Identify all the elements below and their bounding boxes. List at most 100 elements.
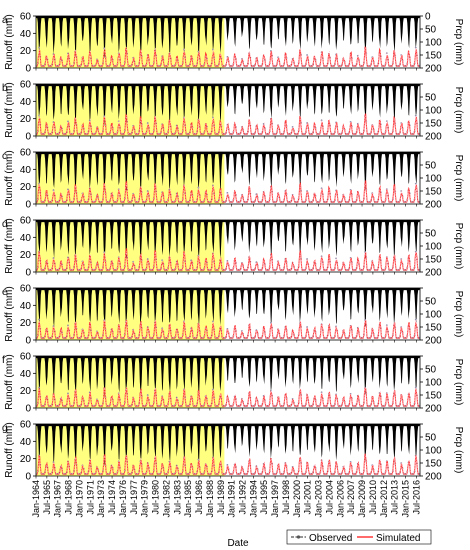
x-tick-label: Jul-1980	[151, 480, 161, 515]
precipitation-bars	[36, 220, 420, 261]
right-axis-title: Prcp (mm)	[453, 291, 464, 338]
right-tick-label: 50	[425, 433, 437, 444]
x-tick-label: Jan-1991	[227, 480, 237, 518]
right-tick-label: 50	[425, 365, 437, 376]
right-tick-label: 100	[425, 242, 442, 253]
left-tick-label: 60	[20, 284, 32, 295]
observed-point	[52, 461, 55, 463]
x-tick-label: Jul-2007	[346, 480, 356, 515]
left-tick-label: 20	[20, 250, 32, 261]
precipitation-bars	[36, 424, 420, 467]
panel-letter: f	[2, 355, 5, 366]
x-tick-label: Jan-1979	[140, 480, 150, 518]
observed-runoff-line	[36, 114, 420, 135]
panel-letter: a	[2, 15, 8, 26]
panel-letter: e	[2, 287, 8, 298]
right-tick-label: 100	[425, 38, 442, 49]
calibration-shading	[36, 84, 225, 136]
right-axis-title: Prcp (mm)	[453, 359, 464, 406]
right-axis-title: Prcp (mm)	[453, 19, 464, 66]
x-tick-label: Jan-1970	[74, 480, 84, 518]
right-tick-label: 50	[425, 93, 437, 104]
left-tick-label: 40	[20, 29, 32, 40]
x-tick-label: Jan-2012	[379, 480, 389, 518]
calibration-shading	[36, 356, 225, 408]
right-tick-label: 200	[425, 472, 442, 483]
observed-point	[414, 386, 417, 389]
left-tick-label: 0	[25, 132, 31, 143]
left-tick-label: 20	[20, 386, 32, 397]
left-tick-label: 40	[20, 97, 32, 108]
right-tick-label: 200	[425, 200, 442, 211]
right-tick-label: 50	[425, 25, 437, 36]
right-axis-title: Prcp (mm)	[453, 155, 464, 202]
right-tick-label: 100	[425, 174, 442, 185]
right-tick-label: 200	[425, 64, 442, 75]
legend: Observed Simulated	[286, 529, 432, 545]
left-tick-label: 60	[20, 352, 32, 363]
right-tick-label: 150	[425, 323, 442, 334]
right-tick-label: 100	[425, 446, 442, 457]
observed-point	[320, 391, 323, 394]
x-tick-label: Jul-2001	[303, 480, 313, 515]
x-tick-label: Jul-1989	[216, 480, 226, 515]
right-tick-label: 150	[425, 51, 442, 62]
x-tick-label: Jan-1994	[248, 480, 258, 518]
panel-letter: b	[2, 83, 8, 94]
left-axis-title: Runoff (mm)	[4, 218, 15, 273]
x-tick-label: Jul-1968	[64, 480, 74, 515]
right-axis-title: Prcp (mm)	[453, 427, 464, 474]
x-tick-label: Jan-1997	[270, 480, 280, 518]
x-tick-label: Jul-1986	[194, 480, 204, 515]
x-tick-label: Jul-2004	[324, 480, 334, 515]
legend-observed-marker	[296, 535, 301, 539]
left-tick-label: 0	[25, 64, 31, 75]
left-tick-label: 40	[20, 437, 32, 448]
x-tick-label: Jul-1998	[281, 480, 291, 515]
x-tick-label: Jul-1983	[172, 480, 182, 515]
observed-point	[320, 255, 323, 258]
left-tick-label: 20	[20, 318, 32, 329]
x-tick-label: Jan-1973	[96, 480, 106, 518]
right-tick-label: 100	[425, 310, 442, 321]
observed-runoff-line	[36, 386, 420, 407]
x-tick-label: Jan-1982	[161, 480, 171, 518]
panel-letter: g	[2, 423, 8, 434]
right-tick-label: 150	[425, 187, 442, 198]
observed-runoff-line	[36, 318, 420, 339]
calibration-shading	[36, 220, 225, 272]
right-tick-label: 150	[425, 119, 442, 130]
precipitation-bars	[36, 288, 420, 328]
precipitation-bars	[36, 16, 420, 58]
panel-f: 0 20 40 60 50 100 150 200 f Runoff (mm) Prcp (mm)	[2, 352, 464, 415]
observed-point	[414, 46, 417, 49]
x-tick-label: Jan-2015	[401, 480, 411, 518]
precipitation-bars	[36, 84, 420, 127]
observed-runoff-line	[36, 250, 420, 271]
right-tick-label: 50	[425, 229, 437, 240]
observed-point	[414, 182, 417, 185]
left-tick-label: 60	[20, 420, 32, 431]
x-tick-label: Jul-1971	[85, 480, 95, 515]
left-tick-label: 60	[20, 12, 32, 23]
x-tick-label: Jul-1974	[107, 480, 117, 515]
left-tick-label: 40	[20, 165, 32, 176]
left-tick-label: 20	[20, 46, 32, 57]
right-tick-label: 150	[425, 391, 442, 402]
left-tick-label: 60	[20, 148, 32, 159]
left-tick-label: 0	[25, 404, 31, 415]
left-tick-label: 0	[25, 268, 31, 279]
legend-observed-label: Observed	[309, 533, 352, 544]
x-axis-title: Date	[227, 538, 249, 549]
observed-point	[52, 189, 55, 191]
right-tick-label: 200	[425, 404, 442, 415]
x-tick-label: Jan-1985	[183, 480, 193, 518]
left-axis-title: Runoff (mm)	[4, 422, 15, 477]
observed-point	[67, 324, 69, 327]
calibration-shading	[36, 16, 225, 68]
